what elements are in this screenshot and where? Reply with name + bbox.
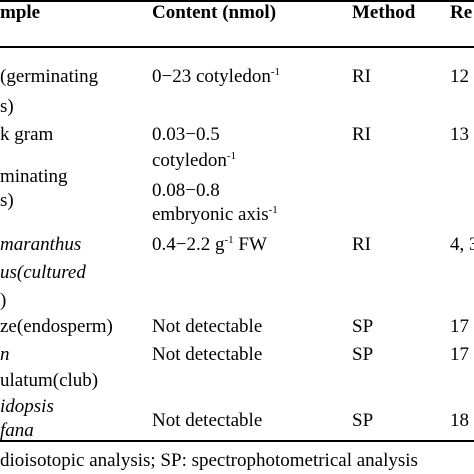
sample-cell: ) [0,290,7,311]
header-bottom-rule [0,46,474,48]
sample-cell: s) [0,190,14,211]
content-cell: 0.03−0.5 [152,124,220,145]
method-cell: SP [352,410,374,431]
sample-cell: minating [0,166,68,187]
content-cell: 0.08−0.8 [152,180,220,201]
reference-cell: 17 [450,344,469,365]
header-reference: Re [450,2,473,23]
method-cell: RI [352,66,371,87]
content-cell: cotyledon-1 [152,150,237,171]
reference-cell: 12 [450,66,469,87]
sample-cell: idopsis [0,396,54,417]
content-cell: Not detectable [152,344,263,365]
method-cell: RI [352,124,371,145]
method-cell: SP [352,316,374,337]
content-cell: embryonic axis-1 [152,204,278,225]
reference-cell: 18 [450,410,469,431]
content-cell: 0.4−2.2 g-1 FW [152,234,267,255]
method-cell: RI [352,234,371,255]
content-cell: 0−23 cotyledon-1 [152,66,281,87]
table-top-rule [0,0,474,2]
reference-cell: 13 [450,124,469,145]
sample-cell: us(cultured [0,262,86,283]
table-bottom-rule [0,440,474,442]
sample-cell: fana [0,420,34,441]
reference-cell: 4, 3 [450,234,474,255]
table-footnote: dioisotopic analysis; SP: spectrophotome… [0,450,418,471]
header-content: Content (nmol) [152,2,277,23]
content-cell: Not detectable [152,410,263,431]
sample-cell: maranthus [0,234,82,255]
sample-cell: ze(endosperm) [0,316,113,337]
sample-cell: ulatum(club) [0,370,99,391]
sample-cell: s) [0,96,14,117]
sample-cell: n [0,344,10,365]
method-cell: SP [352,344,374,365]
sample-cell: (germinating [0,66,99,87]
sample-cell: k gram [0,124,54,145]
content-cell: Not detectable [152,316,263,337]
reference-cell: 17 [450,316,469,337]
header-sample: mple [0,2,41,23]
header-method: Method [352,2,416,23]
